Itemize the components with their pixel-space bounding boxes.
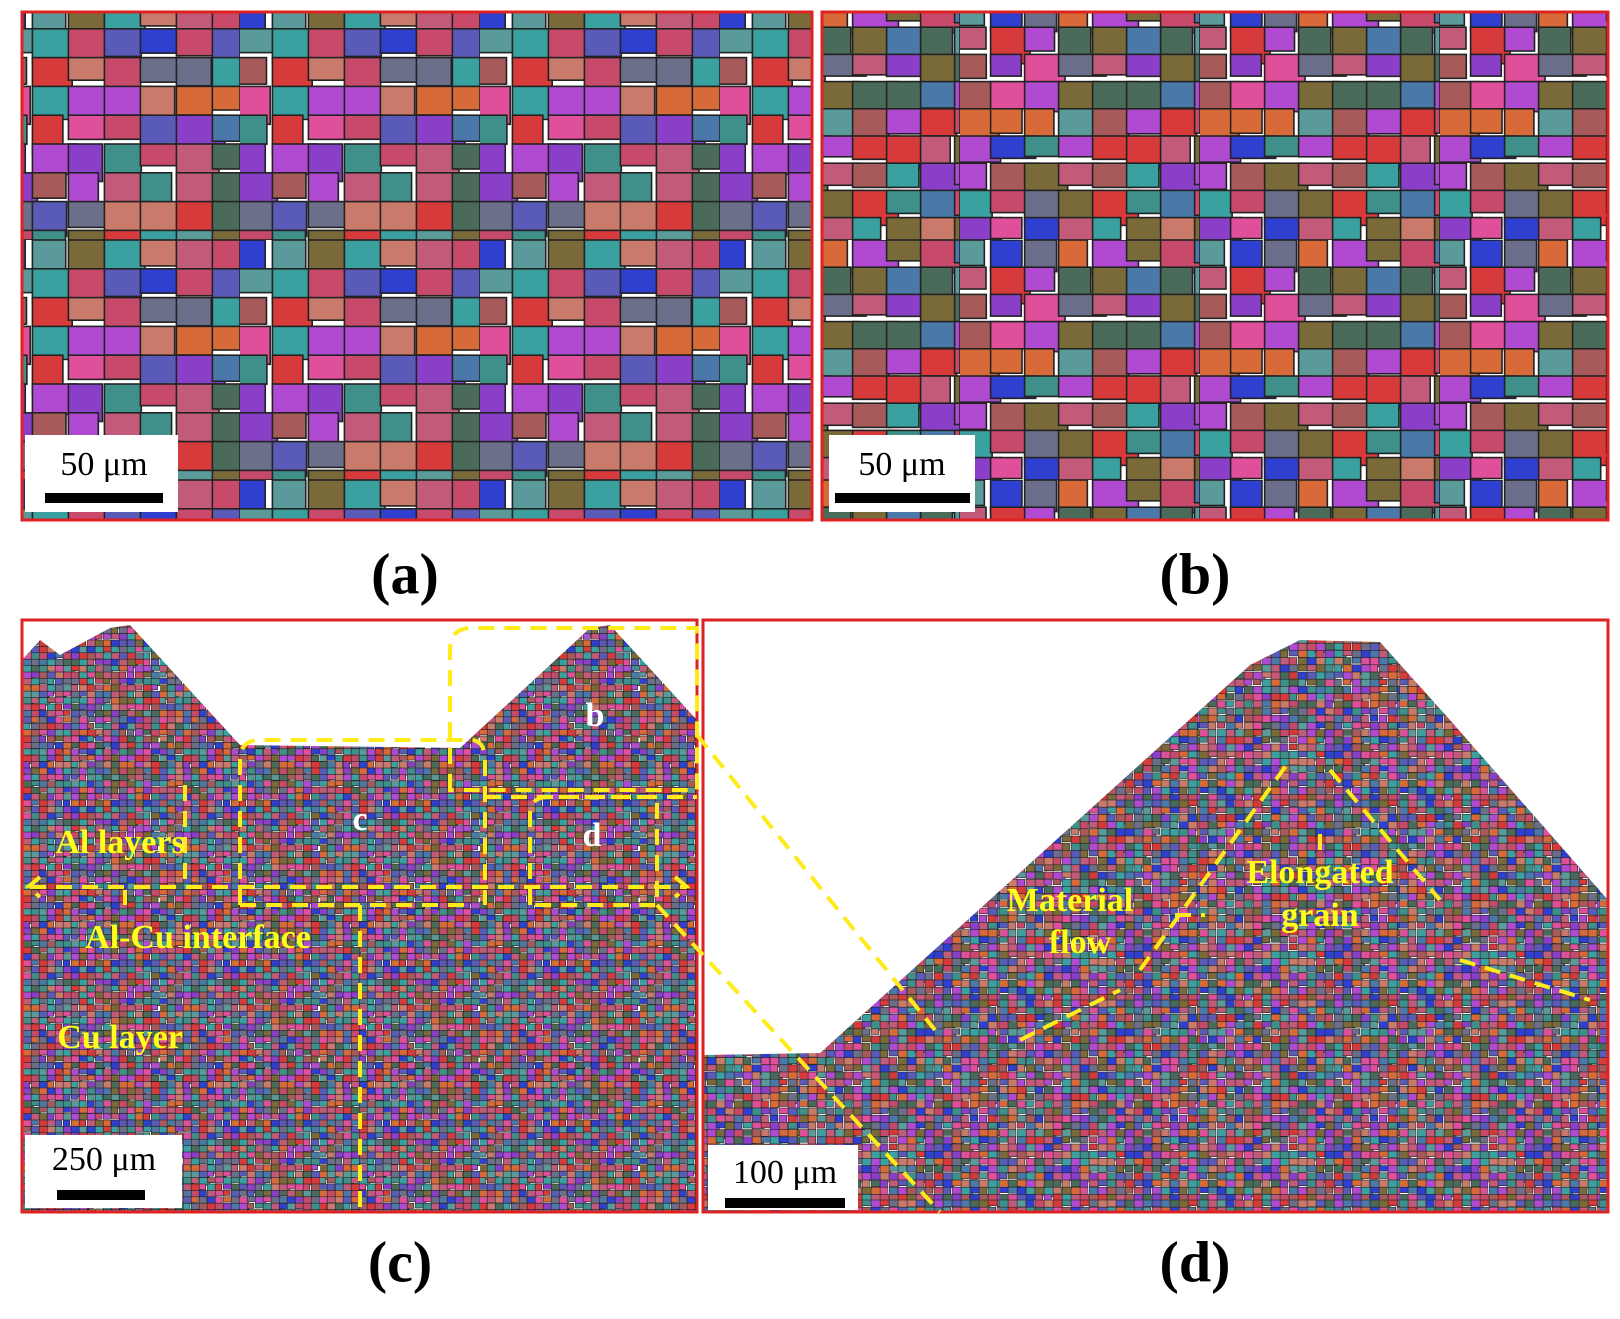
panel-c-frame xyxy=(20,618,699,1214)
annotation: b xyxy=(586,697,605,734)
scale-bar xyxy=(45,493,163,503)
guide xyxy=(123,785,187,905)
panel-label: (d) xyxy=(1160,1229,1231,1294)
scale-label: 50 μm xyxy=(60,446,147,483)
panel-label: (c) xyxy=(368,1229,432,1294)
annotation: grain xyxy=(1281,897,1359,934)
scale-label: 100 μm xyxy=(733,1154,837,1191)
annotation: d xyxy=(583,817,602,854)
annotation: Al-Cu interface xyxy=(85,919,311,956)
annotation: Cu layer xyxy=(57,1019,183,1056)
flow-arrows xyxy=(1019,758,1591,1042)
guide xyxy=(240,903,470,1212)
ebsd-map-d xyxy=(703,640,1608,1212)
annotation: flow xyxy=(1049,924,1112,961)
zoom-lines xyxy=(655,733,942,1214)
annotation: Material xyxy=(1007,882,1134,919)
panel-label: (b) xyxy=(1160,541,1231,606)
panel-d-frame xyxy=(701,618,1610,1214)
annotation: c xyxy=(352,801,367,838)
panel-label: (a) xyxy=(371,541,439,606)
scale-bar xyxy=(57,1190,145,1200)
scale-bar xyxy=(725,1198,845,1208)
scale-label: 250 μm xyxy=(52,1141,156,1178)
annotation: Al layers xyxy=(55,824,184,861)
scale-label: 50 μm xyxy=(858,446,945,483)
interface-arrow xyxy=(24,875,691,899)
scale-bar xyxy=(835,493,970,503)
region-b-box xyxy=(448,626,699,792)
annotation: Elongated xyxy=(1246,854,1393,891)
